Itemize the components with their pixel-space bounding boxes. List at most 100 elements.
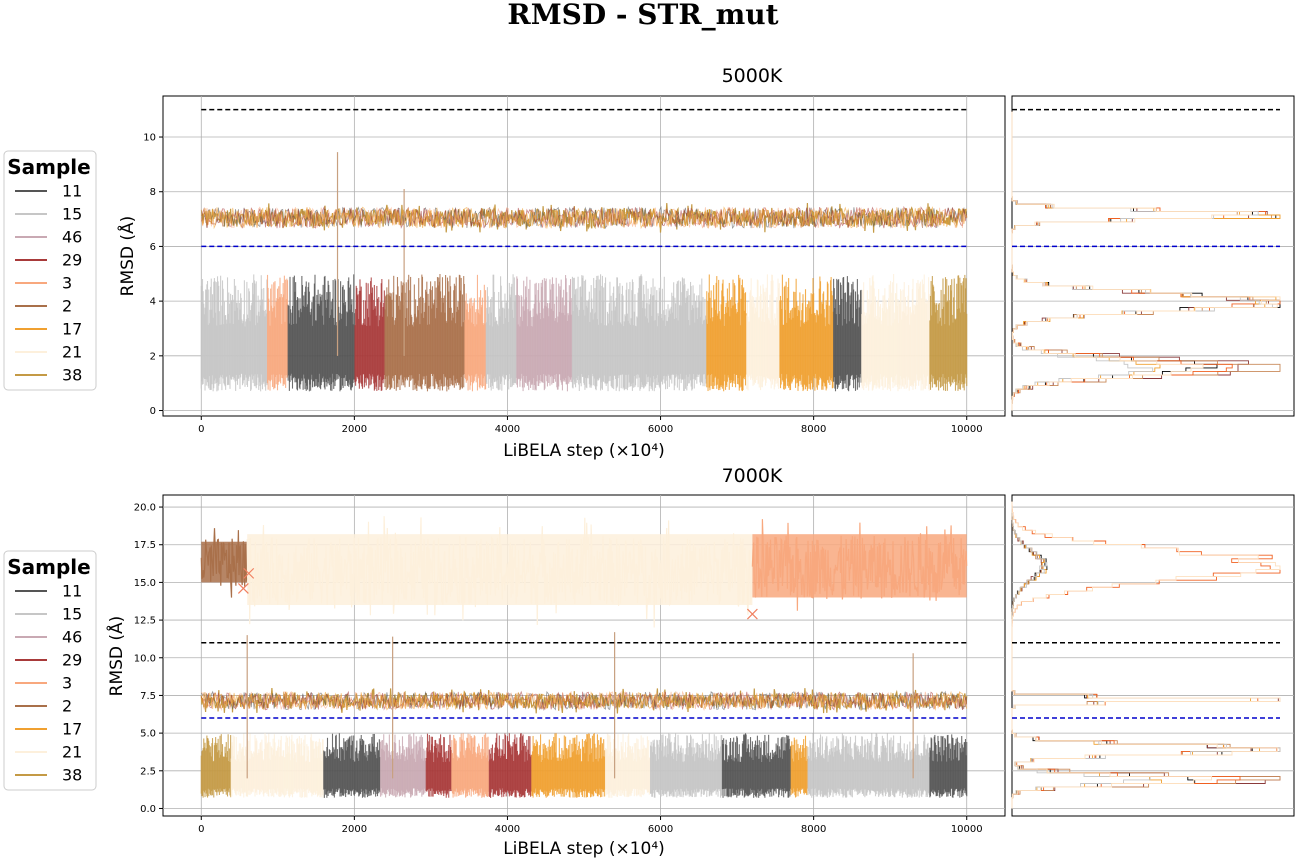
- y-tick-label: 17.5: [134, 540, 156, 551]
- legend-label: 15: [62, 205, 82, 224]
- series-band-38: [200, 202, 968, 233]
- legend-item: 15: [15, 205, 82, 224]
- legend-item: 38: [15, 766, 82, 785]
- panel-title: 5000K: [722, 65, 783, 87]
- x-marker: [237, 583, 249, 594]
- legend-label: 46: [62, 228, 82, 247]
- legend-item: 17: [15, 720, 82, 739]
- histogram-series: [1011, 111, 1281, 411]
- legend-label: 21: [62, 343, 82, 362]
- legend-label: 46: [62, 628, 82, 647]
- y-tick-label: 5.0: [140, 729, 156, 740]
- legend-item: 29: [15, 251, 82, 270]
- legend-label: 21: [62, 743, 82, 762]
- histogram-area: [1011, 494, 1295, 817]
- legend-item: 38: [15, 366, 82, 385]
- tick-labels: 0 2000 4000 6000 8000 10000 0 2 4 6 8 10: [143, 133, 982, 435]
- x-axis-label: LiBELA step (×10⁴): [503, 839, 665, 859]
- series-band-11: [200, 274, 968, 392]
- histogram-reference-lines: [1012, 641, 1280, 719]
- figure-title: RMSD - STR_mut: [507, 0, 778, 31]
- y-tick-label: 10.0: [134, 653, 156, 664]
- y-tick-label: 0: [150, 406, 156, 417]
- legend-item: 46: [15, 628, 82, 647]
- transition-markers: [237, 567, 758, 620]
- legend-item: 11: [15, 582, 82, 601]
- legend-label: 11: [62, 182, 82, 201]
- legend-item: 2: [15, 697, 72, 716]
- series-traces: [200, 152, 968, 392]
- y-tick-label: 8: [150, 187, 156, 198]
- y-axis-label: RMSD (Å): [105, 616, 127, 697]
- legend-item: 3: [15, 674, 72, 693]
- y-tick-label: 7.5: [140, 691, 156, 702]
- x-tick-label: 0: [198, 424, 204, 435]
- tick-labels: 0 2000 4000 6000 8000 10000 0.0 2.5 5.0 7.5 10.0 12…: [134, 503, 983, 835]
- histogram-series: [1011, 501, 1281, 809]
- x-tick-label: 10000: [951, 424, 983, 435]
- x-tick-label: 2000: [342, 824, 367, 835]
- legend-title: Sample: [7, 555, 90, 579]
- x-tick-label: 8000: [801, 424, 826, 435]
- legend-label: 2: [62, 297, 72, 316]
- panel-title: 7000K: [722, 465, 783, 487]
- x-tick-label: 0: [198, 824, 204, 835]
- legend-item: 11: [15, 182, 82, 201]
- x-tick-label: 6000: [648, 424, 673, 435]
- legend-label: 38: [62, 366, 82, 385]
- legend-frame: [3, 150, 97, 391]
- legend-label: 3: [62, 674, 72, 693]
- legend-item: 46: [15, 228, 82, 247]
- legend-title: Sample: [7, 155, 90, 179]
- legend-label: 17: [62, 320, 82, 339]
- legend-item: 17: [15, 320, 82, 339]
- histogram-step: [1011, 501, 1281, 809]
- y-axis-label: RMSD (Å): [116, 216, 138, 297]
- legend-label: 2: [62, 697, 72, 716]
- legend-item: 21: [15, 343, 82, 362]
- x-tick-label: 4000: [495, 424, 520, 435]
- trace-line: [200, 690, 968, 711]
- series-band-3: [751, 519, 968, 611]
- legend-label: 11: [62, 582, 82, 601]
- trace-line: [201, 690, 968, 712]
- y-tick-label: 20.0: [134, 503, 156, 514]
- trace-line: [200, 205, 968, 230]
- histogram-reference-lines: [1012, 108, 1280, 248]
- legend-item: 15: [15, 605, 82, 624]
- trace-line: [200, 206, 967, 230]
- legend-item: 21: [15, 743, 82, 762]
- histogram-step: [1011, 111, 1281, 411]
- y-tick-label: 6: [150, 242, 156, 253]
- legend-item: 3: [15, 274, 72, 293]
- trace-line: [200, 528, 248, 598]
- y-tick-label: 10: [143, 133, 156, 144]
- legend-label: 17: [62, 720, 82, 739]
- y-tick-label: 0.0: [140, 804, 156, 815]
- x-tick-label: 10000: [951, 824, 983, 835]
- legend-label: 15: [62, 605, 82, 624]
- histogram-area: [1011, 95, 1295, 417]
- panel-7000k: 7000K 0 2000 4000 6000 8000 10000 0.0 2.5 5.0 7.5…: [105, 465, 1295, 859]
- y-tick-label: 4: [150, 297, 156, 308]
- panel-5000k: 5000K 0 2000 4000 6000 8000 10000 0 2 4 6 8 10 LiBE…: [116, 65, 1295, 461]
- x-tick-label: 8000: [801, 824, 826, 835]
- legend-label: 38: [62, 766, 82, 785]
- legend-label: 29: [62, 651, 82, 670]
- x-tick-label: 4000: [495, 824, 520, 835]
- legend: Sample 11 15 46 29 3 2 17 21 38: [3, 150, 97, 391]
- trace-line: [200, 690, 968, 711]
- x-marker: [746, 608, 758, 620]
- histogram-grid: [1012, 506, 1294, 809]
- x-tick-label: 6000: [648, 824, 673, 835]
- series-traces: [200, 516, 968, 798]
- series-band-38: [200, 688, 968, 714]
- x-axis-label: LiBELA step (×10⁴): [503, 441, 665, 461]
- y-tick-label: 15.0: [134, 578, 156, 589]
- legend-item: 29: [15, 651, 82, 670]
- series-band-21: [246, 516, 753, 628]
- trace-line: [200, 205, 968, 229]
- x-marker: [243, 567, 255, 579]
- legend: Sample 11 15 46 29 3 2 17 21 38: [3, 550, 97, 791]
